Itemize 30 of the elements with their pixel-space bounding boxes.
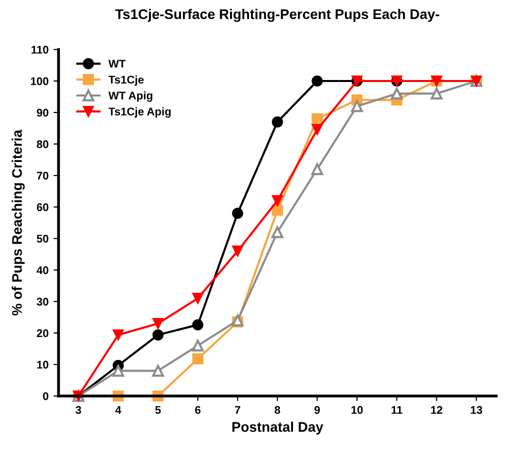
x-tick-label: 5	[155, 406, 161, 414]
y-tick-label: 110	[32, 46, 48, 54]
legend-label: Ts1Cje	[108, 75, 144, 86]
y-tick-label: 40	[36, 266, 48, 274]
legend-label: WT	[108, 60, 126, 68]
x-axis-title: Postnatal Day	[232, 422, 324, 435]
y-tick-label: 20	[36, 329, 48, 338]
legend-label: Ts1Cje Apig	[108, 107, 171, 118]
chart-title: Ts1Cje-Surface Righting-Percent Pups Each Day-	[115, 8, 440, 22]
x-tick-label: 6	[195, 406, 201, 414]
legend-label: WT Apig	[108, 91, 152, 102]
y-tick-label: 70	[36, 172, 48, 180]
y-axis-title: % of Pups Reaching Criteria	[12, 130, 25, 316]
y-tick-label: 80	[36, 140, 48, 148]
x-tick-label: 4	[115, 406, 122, 414]
y-tick-label: 0	[43, 392, 48, 400]
x-tick-label: 12	[431, 406, 442, 414]
y-tick-label: 60	[36, 203, 48, 212]
y-tick-label: 100	[30, 77, 48, 86]
y-tick-label: 10	[37, 360, 48, 369]
x-tick-label: 7	[235, 406, 240, 414]
x-tick-label: 8	[274, 406, 280, 414]
x-tick-label: 10	[352, 406, 363, 414]
y-tick-label: 90	[36, 108, 48, 117]
x-tick-label: 11	[392, 406, 402, 414]
x-tick-label: 3	[76, 406, 82, 414]
y-tick-label: 50	[36, 234, 48, 243]
x-tick-label: 13	[470, 406, 482, 414]
y-tick-label: 30	[36, 298, 48, 306]
x-tick-label: 9	[314, 406, 320, 414]
